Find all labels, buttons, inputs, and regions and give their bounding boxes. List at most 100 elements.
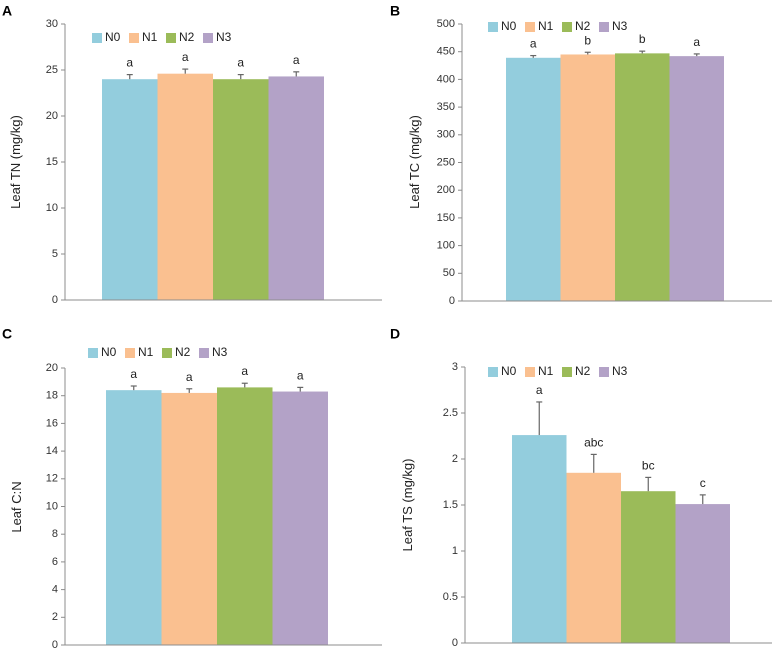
- legend-swatch-c-n1: [125, 348, 135, 358]
- legend-swatch-c-n0: [88, 348, 98, 358]
- y-tick-label-b: 300: [437, 129, 455, 141]
- panel-d-letter: D: [390, 326, 400, 342]
- legend-label-d-n2: N2: [575, 364, 591, 378]
- sig-letter-a-n0: a: [126, 56, 133, 70]
- y-tick-label-a: 30: [46, 18, 58, 30]
- y-tick-label-a: 0: [52, 294, 58, 306]
- panel-b: Ba b b a 0 50 100 150 200 250 300 350 400 450 500 Leaf …: [390, 3, 772, 307]
- legend-label-c-n0: N0: [101, 345, 117, 359]
- legend-swatch-a-n2: [166, 33, 176, 43]
- error-bar-b-n1: [584, 51, 591, 55]
- legend-a: N0 N1 N2 N3: [92, 30, 232, 44]
- y-tick-label-a: 5: [52, 248, 58, 260]
- y-tick-label-a: 15: [46, 156, 58, 168]
- y-tick-label-c: 2: [52, 611, 58, 623]
- bar-a-n2: [213, 79, 269, 300]
- legend-label-d-n1: N1: [538, 364, 554, 378]
- y-tick-label-c: 20: [46, 362, 58, 374]
- panel-b-letter: B: [390, 3, 400, 19]
- y-tick-label-c: 18: [46, 390, 58, 402]
- error-bar-c-n3: [297, 386, 304, 392]
- y-tick-label-c: 6: [52, 556, 58, 568]
- y-tick-label-d: 2.5: [443, 407, 458, 419]
- bar-a-n0: [102, 79, 158, 300]
- error-bar-a-n2: [237, 73, 244, 80]
- sig-letter-d-n3: c: [700, 476, 706, 490]
- panel-a: Aa a a a 0 5 10 15 20 25 30 Leaf TN (mg/kg) N0 N1 N2 N3: [2, 3, 382, 306]
- error-bar-d-n2: [645, 476, 652, 492]
- legend-label-a-n0: N0: [105, 30, 121, 44]
- sig-letter-b-n1: b: [584, 33, 591, 47]
- legend-swatch-c-n3: [199, 348, 209, 358]
- error-bar-d-n1: [590, 453, 597, 473]
- y-tick-label-d: 1: [452, 545, 458, 557]
- bar-c-n0: [106, 390, 162, 645]
- legend-swatch-d-n0: [488, 367, 498, 377]
- y-tick-label-d: 1.5: [443, 499, 458, 511]
- panel-c: Ca a a a 0 2 4 6 8 10 12 14 16 18 20 Leaf C:N N0 N1 N2 N3: [2, 326, 382, 650]
- y-tick-label-b: 500: [437, 18, 455, 30]
- y-tick-label-b: 250: [437, 156, 455, 168]
- legend-swatch-b-n1: [525, 22, 535, 32]
- legend-swatch-c-n2: [162, 348, 172, 358]
- bar-c-n1: [161, 392, 217, 645]
- error-bar-d-n0: [536, 401, 543, 436]
- legend-swatch-b-n0: [488, 22, 498, 32]
- legend-swatch-a-n0: [92, 33, 102, 43]
- legend-label-b-n3: N3: [612, 19, 628, 33]
- y-tick-label-c: 0: [52, 639, 58, 650]
- sig-letter-c-n3: a: [297, 368, 304, 382]
- panel-a-letter: A: [2, 3, 12, 19]
- error-bar-a-n0: [126, 73, 133, 80]
- y-tick-label-b: 400: [437, 73, 455, 85]
- error-bar-c-n1: [186, 388, 193, 393]
- y-tick-label-c: 10: [46, 500, 58, 512]
- error-bar-b-n3: [693, 53, 700, 57]
- y-tick-label-a: 25: [46, 64, 58, 76]
- error-bar-a-n1: [182, 68, 189, 74]
- y-tick-label-d: 3: [452, 361, 458, 373]
- legend-label-a-n1: N1: [142, 30, 158, 44]
- legend-label-b-n2: N2: [575, 19, 591, 33]
- legend-b: N0 N1 N2 N3: [488, 19, 628, 33]
- bar-b-n1: [560, 54, 615, 301]
- y-tick-label-c: 8: [52, 528, 58, 540]
- y-tick-label-d: 2: [452, 453, 458, 465]
- legend-label-c-n1: N1: [138, 345, 154, 359]
- y-tick-label-a: 20: [46, 110, 58, 122]
- sig-letter-a-n2: a: [237, 56, 244, 70]
- error-bar-b-n2: [639, 50, 646, 54]
- bar-d-n0: [512, 435, 567, 643]
- y-tick-label-d: 0: [452, 637, 458, 649]
- error-bar-b-n0: [530, 54, 537, 58]
- legend-label-d-n3: N3: [612, 364, 628, 378]
- y-axis-title-d: Leaf TS (mg/kg): [400, 459, 415, 552]
- legend-c: N0 N1 N2 N3: [88, 345, 228, 359]
- legend-label-c-n3: N3: [212, 345, 228, 359]
- legend-label-a-n3: N3: [216, 30, 232, 44]
- sig-letter-a-n1: a: [182, 50, 189, 64]
- error-bar-a-n3: [293, 71, 300, 77]
- legend-swatch-a-n3: [203, 33, 213, 43]
- legend-label-a-n2: N2: [179, 30, 195, 44]
- y-tick-label-b: 0: [449, 295, 455, 307]
- bar-c-n2: [217, 387, 273, 645]
- y-tick-label-c: 14: [46, 445, 58, 457]
- legend-d: N0 N1 N2 N3: [488, 364, 628, 378]
- bar-d-n1: [566, 472, 621, 643]
- y-tick-label-c: 16: [46, 417, 58, 429]
- legend-swatch-a-n1: [129, 33, 139, 43]
- sig-letter-a-n3: a: [293, 53, 300, 67]
- sig-letter-d-n1: abc: [584, 435, 603, 449]
- y-axis-title-c: Leaf C:N: [9, 481, 24, 532]
- y-tick-label-a: 10: [46, 202, 58, 214]
- panel-c-letter: C: [2, 326, 12, 342]
- bar-b-n0: [506, 57, 561, 301]
- legend-label-d-n0: N0: [501, 364, 517, 378]
- sig-letter-b-n2: b: [639, 32, 646, 46]
- y-tick-label-b: 100: [437, 240, 455, 252]
- legend-swatch-d-n1: [525, 367, 535, 377]
- bar-c-n3: [272, 391, 328, 645]
- sig-letter-c-n1: a: [186, 370, 193, 384]
- bar-b-n2: [615, 53, 670, 301]
